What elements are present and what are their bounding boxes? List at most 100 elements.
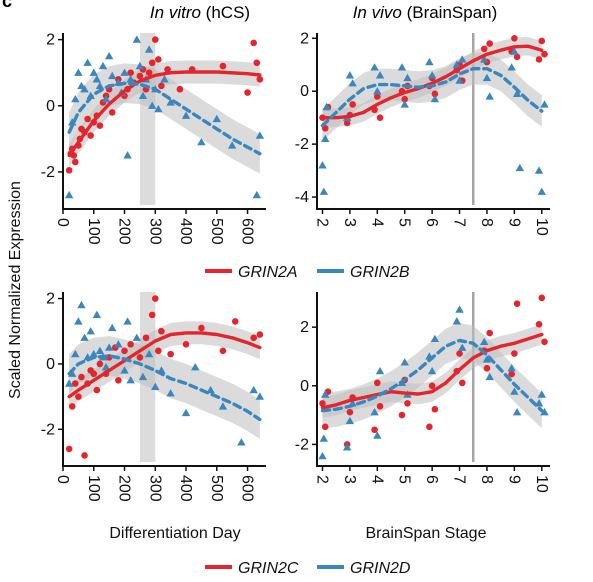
data-point-grin2d — [126, 376, 135, 384]
legend-top-a-label: GRIN2A — [238, 264, 298, 281]
data-point-grin2a — [480, 45, 488, 53]
data-point-grin2b — [507, 63, 516, 71]
data-point-grin2a — [253, 59, 261, 67]
x-tick-label: 8 — [478, 475, 495, 484]
legend-bottom-c-label: GRIN2C — [238, 560, 299, 577]
data-point-grin2b — [227, 141, 237, 149]
fit-line-grin2d — [67, 354, 262, 422]
data-point-grin2d — [452, 317, 461, 325]
data-point-grin2c — [431, 405, 439, 413]
data-point-grin2b — [255, 131, 265, 139]
x-tick-label: 3 — [341, 218, 358, 227]
data-point-grin2c — [198, 324, 205, 332]
confidence-band-grin2b — [322, 52, 542, 142]
legend-top-b-label: GRIN2B — [350, 264, 410, 281]
data-point-grin2c — [456, 350, 463, 357]
data-point-grin2d — [71, 349, 80, 358]
data-point-grin2b — [480, 55, 489, 63]
data-point-grin2b — [98, 61, 108, 70]
data-point-grin2c — [75, 393, 82, 400]
data-point-grin2b — [181, 111, 191, 119]
data-point-grin2d — [375, 366, 385, 375]
data-point-grin2b — [144, 45, 154, 53]
title-top-left: In vitro (hCS) — [150, 3, 250, 22]
data-point-grin2b — [482, 73, 492, 82]
data-point-grin2c — [513, 300, 521, 308]
data-point-grin2d — [510, 387, 519, 395]
data-point-grin2d — [64, 379, 74, 387]
data-point-grin2d — [80, 333, 89, 341]
data-point-grin2b — [370, 63, 379, 71]
x-tick-label: 6 — [423, 475, 440, 484]
data-point-grin2d — [321, 390, 330, 398]
title-top-left-plain: (hCS) — [201, 3, 250, 22]
data-point-grin2a — [376, 114, 384, 121]
data-point-grin2c — [148, 311, 156, 319]
data-point-grin2c — [81, 452, 88, 459]
data-point-grin2c — [426, 423, 433, 431]
data-point-grin2c — [483, 364, 491, 372]
data-point-grin2d — [77, 300, 86, 309]
y-tick-label: -2 — [295, 136, 309, 153]
data-point-grin2c — [231, 318, 239, 325]
data-point-grin2a — [349, 101, 356, 108]
data-point-grin2d — [191, 362, 200, 371]
data-point-grin2c — [93, 386, 101, 394]
fit-line-grin2b — [67, 81, 262, 156]
data-point-grin2c — [96, 360, 104, 368]
data-point-grin2c — [319, 400, 326, 407]
data-point-grin2d — [89, 349, 98, 358]
data-point-grin2c — [486, 329, 493, 337]
data-point-grin2d — [181, 408, 191, 417]
data-point-grin2a — [256, 76, 264, 83]
data-point-grin2c — [458, 379, 466, 387]
data-point-grin2a — [431, 90, 439, 98]
data-point-grin2b — [108, 71, 117, 80]
data-point-grin2b — [425, 57, 434, 66]
x-tick-label: 400 — [177, 475, 194, 502]
x-tick-label: 7 — [451, 475, 468, 484]
data-point-grin2c — [346, 408, 354, 416]
data-point-grin2c — [115, 376, 122, 384]
y-tick-label: -2 — [41, 421, 55, 438]
data-point-grin2b — [452, 60, 461, 68]
data-point-grin2b — [101, 94, 111, 103]
data-point-grin2b — [512, 89, 522, 98]
data-point-grin2c — [219, 347, 227, 355]
data-point-grin2a — [145, 69, 153, 76]
data-point-grin2d — [540, 407, 549, 416]
data-point-grin2a — [176, 85, 184, 93]
x-tick-label: 500 — [208, 475, 225, 502]
data-point-grin2a — [127, 69, 134, 76]
data-point-grin2a — [513, 53, 521, 61]
data-point-grin2b — [397, 63, 407, 71]
x-tick-label: 5 — [396, 475, 413, 484]
data-point-grin2d — [86, 327, 95, 335]
data-point-grin2a — [486, 40, 493, 47]
data-point-grin2d — [104, 343, 114, 351]
x-tick-label: 0 — [54, 475, 71, 484]
data-point-grin2d — [151, 382, 160, 390]
y-tick-label: 2 — [46, 32, 55, 49]
x-tick-label: 2 — [313, 218, 330, 227]
data-point-grin2c — [511, 350, 518, 357]
data-point-grin2a — [151, 36, 159, 43]
confidence-band-grin2b — [69, 63, 260, 174]
data-point-grin2b — [197, 137, 206, 146]
data-point-grin2d — [400, 358, 409, 366]
data-point-grin2a — [535, 56, 543, 63]
data-point-grin2d — [342, 443, 352, 451]
fit-line-grin2a — [320, 44, 544, 120]
legend-top: GRIN2A GRIN2B — [205, 264, 410, 281]
data-point-grin2d — [373, 431, 382, 439]
data-point-grin2b — [154, 104, 163, 113]
fit-line-grin2d — [320, 338, 544, 413]
legend-bottom: GRIN2C GRIN2D — [205, 560, 411, 577]
data-point-grin2d — [138, 372, 148, 381]
data-point-grin2c — [541, 338, 548, 346]
x-tick-label: 4 — [368, 475, 385, 484]
data-point-grin2b — [135, 61, 145, 70]
data-point-grin2b — [375, 71, 385, 79]
data-point-grin2c — [374, 379, 381, 387]
